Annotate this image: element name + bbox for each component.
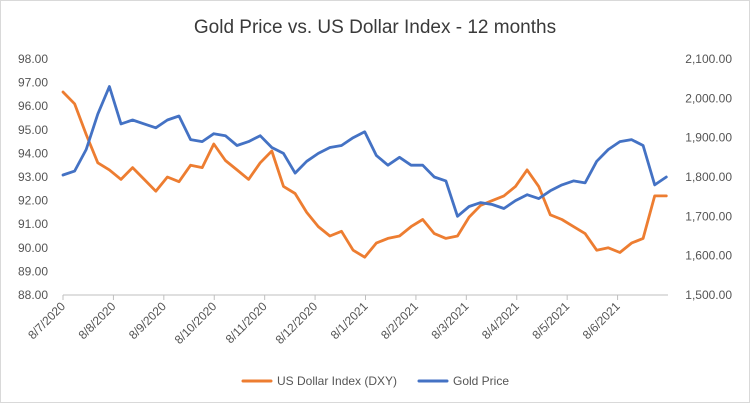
legend-label-gold: Gold Price	[453, 374, 509, 388]
legend-label-dxy: US Dollar Index (DXY)	[277, 374, 397, 388]
right-tick-label: 1,600.00	[685, 249, 732, 263]
left-axis-ticks: 88.00 89.00 90.00 91.00 92.00 93.00 94.00 95.00…	[18, 52, 48, 302]
left-tick-label: 91.00	[18, 217, 48, 231]
left-tick-label: 94.00	[18, 146, 48, 160]
right-tick-label: 1,900.00	[685, 131, 732, 145]
left-tick-label: 90.00	[18, 241, 48, 255]
right-tick-label: 1,800.00	[685, 170, 732, 184]
right-tick-label: 1,700.00	[685, 209, 732, 223]
left-tick-label: 96.00	[18, 99, 48, 113]
left-tick-label: 89.00	[18, 264, 48, 278]
left-tick-label: 88.00	[18, 288, 48, 302]
left-tick-label: 98.00	[18, 52, 48, 66]
dxy-series-line	[61, 90, 668, 259]
left-tick-label: 92.00	[18, 194, 48, 208]
left-tick-label: 93.00	[18, 170, 48, 184]
gold-price-series-line	[61, 85, 668, 218]
left-tick-label: 95.00	[18, 123, 48, 137]
left-tick-label: 97.00	[18, 76, 48, 90]
right-tick-label: 1,500.00	[685, 288, 732, 302]
series-layer	[61, 85, 668, 259]
chart-title: Gold Price vs. US Dollar Index - 12 mont…	[194, 17, 556, 38]
legend: US Dollar Index (DXY) Gold Price	[241, 374, 509, 388]
right-axis-ticks: 1,500.00 1,600.00 1,700.00 1,800.00 1,900.00…	[685, 52, 732, 302]
right-tick-label: 2,000.00	[685, 91, 732, 105]
right-tick-label: 2,100.00	[685, 52, 732, 66]
